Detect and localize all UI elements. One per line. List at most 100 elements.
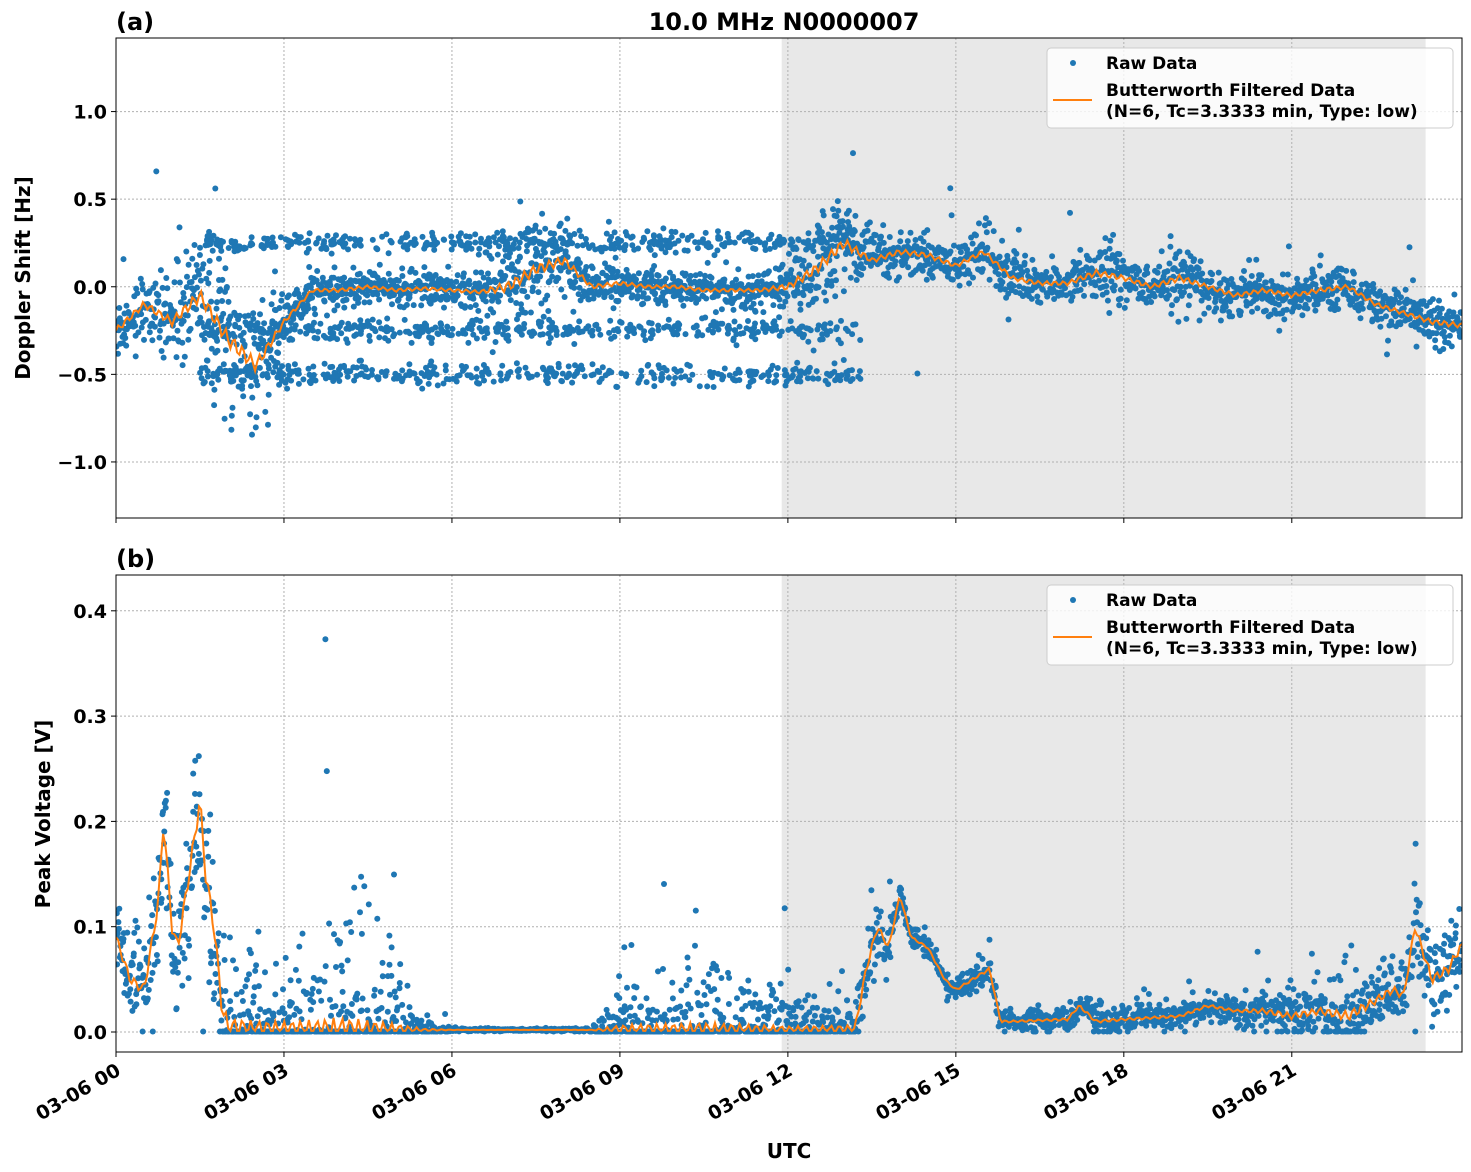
raw-point <box>196 791 203 798</box>
raw-point <box>1199 270 1206 277</box>
raw-point <box>551 230 558 237</box>
raw-point <box>746 368 753 375</box>
raw-point <box>441 236 448 243</box>
raw-point <box>521 321 528 327</box>
raw-point <box>827 243 834 250</box>
raw-point <box>795 237 802 244</box>
raw-point <box>156 334 163 341</box>
raw-point <box>133 285 140 292</box>
raw-point <box>699 332 706 339</box>
raw-point <box>572 278 579 285</box>
raw-point <box>310 999 317 1006</box>
raw-point <box>840 232 847 239</box>
raw-point <box>472 302 479 309</box>
raw-point <box>247 326 254 333</box>
raw-point <box>465 339 472 346</box>
raw-point <box>719 320 726 327</box>
raw-point <box>670 380 677 387</box>
raw-point <box>880 222 887 229</box>
raw-point <box>1383 313 1389 320</box>
raw-point <box>252 327 259 334</box>
raw-point <box>472 231 479 238</box>
raw-point <box>197 244 203 251</box>
raw-point <box>668 234 675 241</box>
raw-point <box>1312 281 1319 288</box>
raw-point <box>309 294 316 301</box>
raw-point <box>183 284 190 291</box>
raw-point <box>399 235 406 242</box>
raw-point <box>1037 299 1044 306</box>
raw-point <box>1205 304 1212 311</box>
raw-point <box>970 274 976 281</box>
raw-point <box>516 239 523 246</box>
raw-point <box>691 278 698 285</box>
raw-point <box>686 377 693 384</box>
raw-point <box>957 270 964 277</box>
raw-point <box>1254 305 1261 312</box>
raw-point <box>920 238 927 245</box>
raw-point <box>503 318 510 325</box>
raw-point <box>279 363 286 370</box>
raw-point <box>442 1011 449 1017</box>
raw-point <box>813 368 820 375</box>
raw-point <box>1201 310 1208 317</box>
raw-point <box>150 284 157 291</box>
raw-point <box>408 339 415 346</box>
raw-point <box>327 996 333 1003</box>
raw-point <box>507 235 513 242</box>
raw-point <box>722 240 729 247</box>
raw-point <box>1269 295 1276 302</box>
raw-point <box>550 249 556 256</box>
raw-point <box>197 369 204 376</box>
raw-point <box>369 236 376 243</box>
raw-point <box>278 297 285 304</box>
raw-point <box>1432 344 1439 351</box>
raw-point <box>1454 316 1461 323</box>
raw-point <box>425 380 432 387</box>
raw-point <box>134 924 141 931</box>
raw-point <box>180 318 187 324</box>
raw-point <box>979 241 986 248</box>
raw-point <box>616 244 623 251</box>
raw-point <box>331 264 338 271</box>
raw-point <box>1011 265 1018 272</box>
raw-point <box>733 331 740 338</box>
raw-point <box>355 299 362 306</box>
raw-point <box>551 372 557 379</box>
raw-point <box>1010 282 1017 289</box>
raw-point <box>1246 257 1253 263</box>
raw-point <box>857 337 864 343</box>
raw-point <box>162 804 169 811</box>
raw-point <box>529 284 536 291</box>
raw-point <box>849 331 856 338</box>
raw-point <box>161 828 168 835</box>
raw-point <box>329 373 336 380</box>
raw-point <box>675 320 682 327</box>
raw-point <box>268 301 275 308</box>
raw-point <box>726 372 733 379</box>
raw-point <box>264 330 271 336</box>
raw-point <box>185 261 192 268</box>
raw-point <box>655 327 662 334</box>
raw-point <box>696 383 703 390</box>
raw-point <box>357 236 364 243</box>
raw-point <box>226 934 233 941</box>
raw-point <box>134 290 141 297</box>
raw-point <box>228 426 235 433</box>
raw-point <box>244 976 250 983</box>
raw-point <box>291 361 298 368</box>
raw-point <box>1159 283 1166 290</box>
raw-point <box>116 905 123 912</box>
raw-point <box>571 341 578 347</box>
raw-point <box>129 961 136 968</box>
raw-point <box>265 421 271 428</box>
raw-point <box>453 278 460 285</box>
raw-point <box>1043 268 1050 275</box>
raw-point <box>483 325 490 332</box>
raw-point <box>250 315 257 322</box>
raw-point <box>765 268 772 275</box>
raw-point <box>359 995 366 1002</box>
legend-box <box>1046 47 1454 129</box>
raw-point <box>1048 274 1054 281</box>
raw-point <box>279 1005 286 1012</box>
